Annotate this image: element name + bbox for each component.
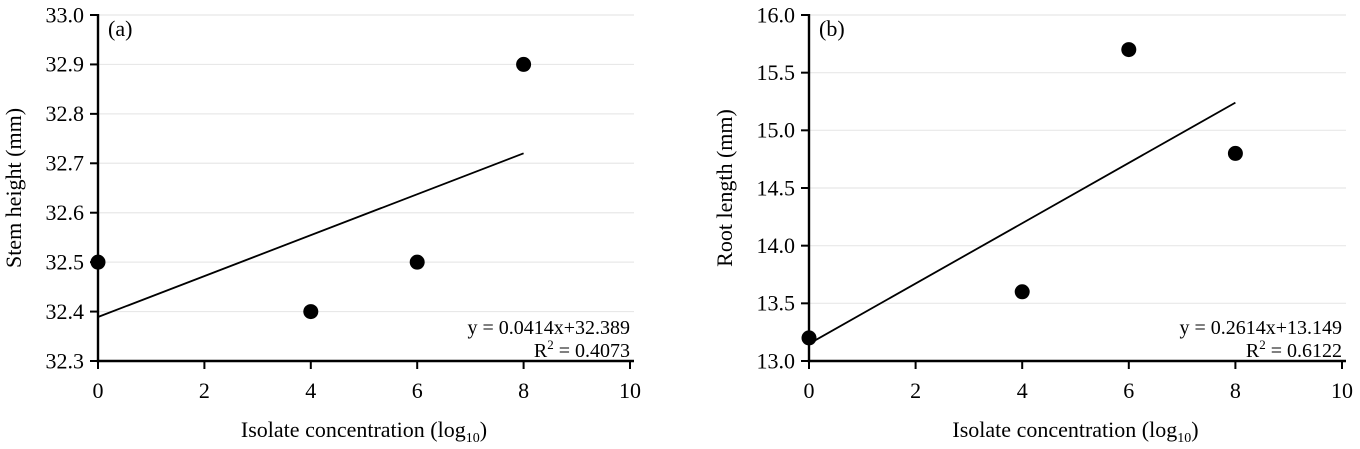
trendline <box>97 152 524 318</box>
y-tick-label: 32.9 <box>46 52 85 77</box>
panel-a: 32.3 32.4 32.5 32.6 32.7 32.8 32.9 33.0 0 2 4 6 8 10 (… <box>1 2 641 446</box>
y-tick-label: 13.5 <box>757 291 796 316</box>
y-axis-title: Stem height (mm) <box>1 108 26 268</box>
x-tick-label: 6 <box>1123 378 1134 403</box>
y-tick-label: 15.5 <box>757 60 796 85</box>
data-point <box>303 304 319 320</box>
x-tick-label: 4 <box>305 378 316 403</box>
data-point <box>1014 284 1030 300</box>
data-point <box>409 254 425 270</box>
x-tick-label: 0 <box>93 378 104 403</box>
panel-label: (b) <box>819 16 845 41</box>
x-tick-label: 8 <box>1230 378 1241 403</box>
y-tick-label: 33.0 <box>46 2 85 27</box>
y-tick-label: 32.8 <box>46 101 85 126</box>
scatter-plot-root-length: 13.0 13.5 14.0 14.5 15.0 15.5 16.0 0 2 4 6 8 10 (b) Ro… <box>712 2 1353 446</box>
y-tick-label: 14.5 <box>757 175 796 200</box>
x-tick-label: 8 <box>518 378 529 403</box>
x-axis-title: Isolate concentration (log10) <box>241 417 487 446</box>
x-tick-label: 0 <box>804 378 815 403</box>
y-tick-label: 15.0 <box>757 118 796 143</box>
trendline <box>808 101 1236 345</box>
r-squared-line: R2 = 0.6122 <box>1246 337 1342 362</box>
r-squared-line: R2 = 0.4073 <box>534 337 630 362</box>
x-tick-label: 10 <box>619 378 641 403</box>
panel-b: 13.0 13.5 14.0 14.5 15.0 15.5 16.0 0 2 4 6 8 10 (b) Ro… <box>680 0 1360 449</box>
x-tick-label: 4 <box>1017 378 1028 403</box>
x-tick-label: 6 <box>412 378 423 403</box>
y-tick-label: 32.6 <box>46 200 85 225</box>
y-tick-label: 16.0 <box>757 2 796 27</box>
x-tick-label: 2 <box>910 378 921 403</box>
data-point <box>516 56 532 72</box>
equation-line: y = 0.2614x+13.149 <box>1179 317 1342 339</box>
x-tick-label: 10 <box>1331 378 1353 403</box>
y-tick-label: 13.0 <box>757 348 796 373</box>
panel-label: (a) <box>108 16 132 41</box>
data-point <box>1121 42 1137 58</box>
x-axis-title: Isolate concentration (log10) <box>952 417 1198 446</box>
scatter-plot-stem-height: 32.3 32.4 32.5 32.6 32.7 32.8 32.9 33.0 0 2 4 6 8 10 (… <box>1 2 641 446</box>
equation-line: y = 0.0414x+32.389 <box>467 317 630 339</box>
y-tick-label: 32.7 <box>46 151 85 176</box>
data-point <box>1227 145 1243 161</box>
y-tick-label: 14.0 <box>757 233 796 258</box>
y-tick-label: 32.3 <box>46 348 85 373</box>
y-tick-label: 32.4 <box>46 299 85 324</box>
y-axis-title: Root length (mm) <box>712 109 737 267</box>
y-tick-label: 32.5 <box>46 249 85 274</box>
x-tick-label: 2 <box>199 378 210 403</box>
